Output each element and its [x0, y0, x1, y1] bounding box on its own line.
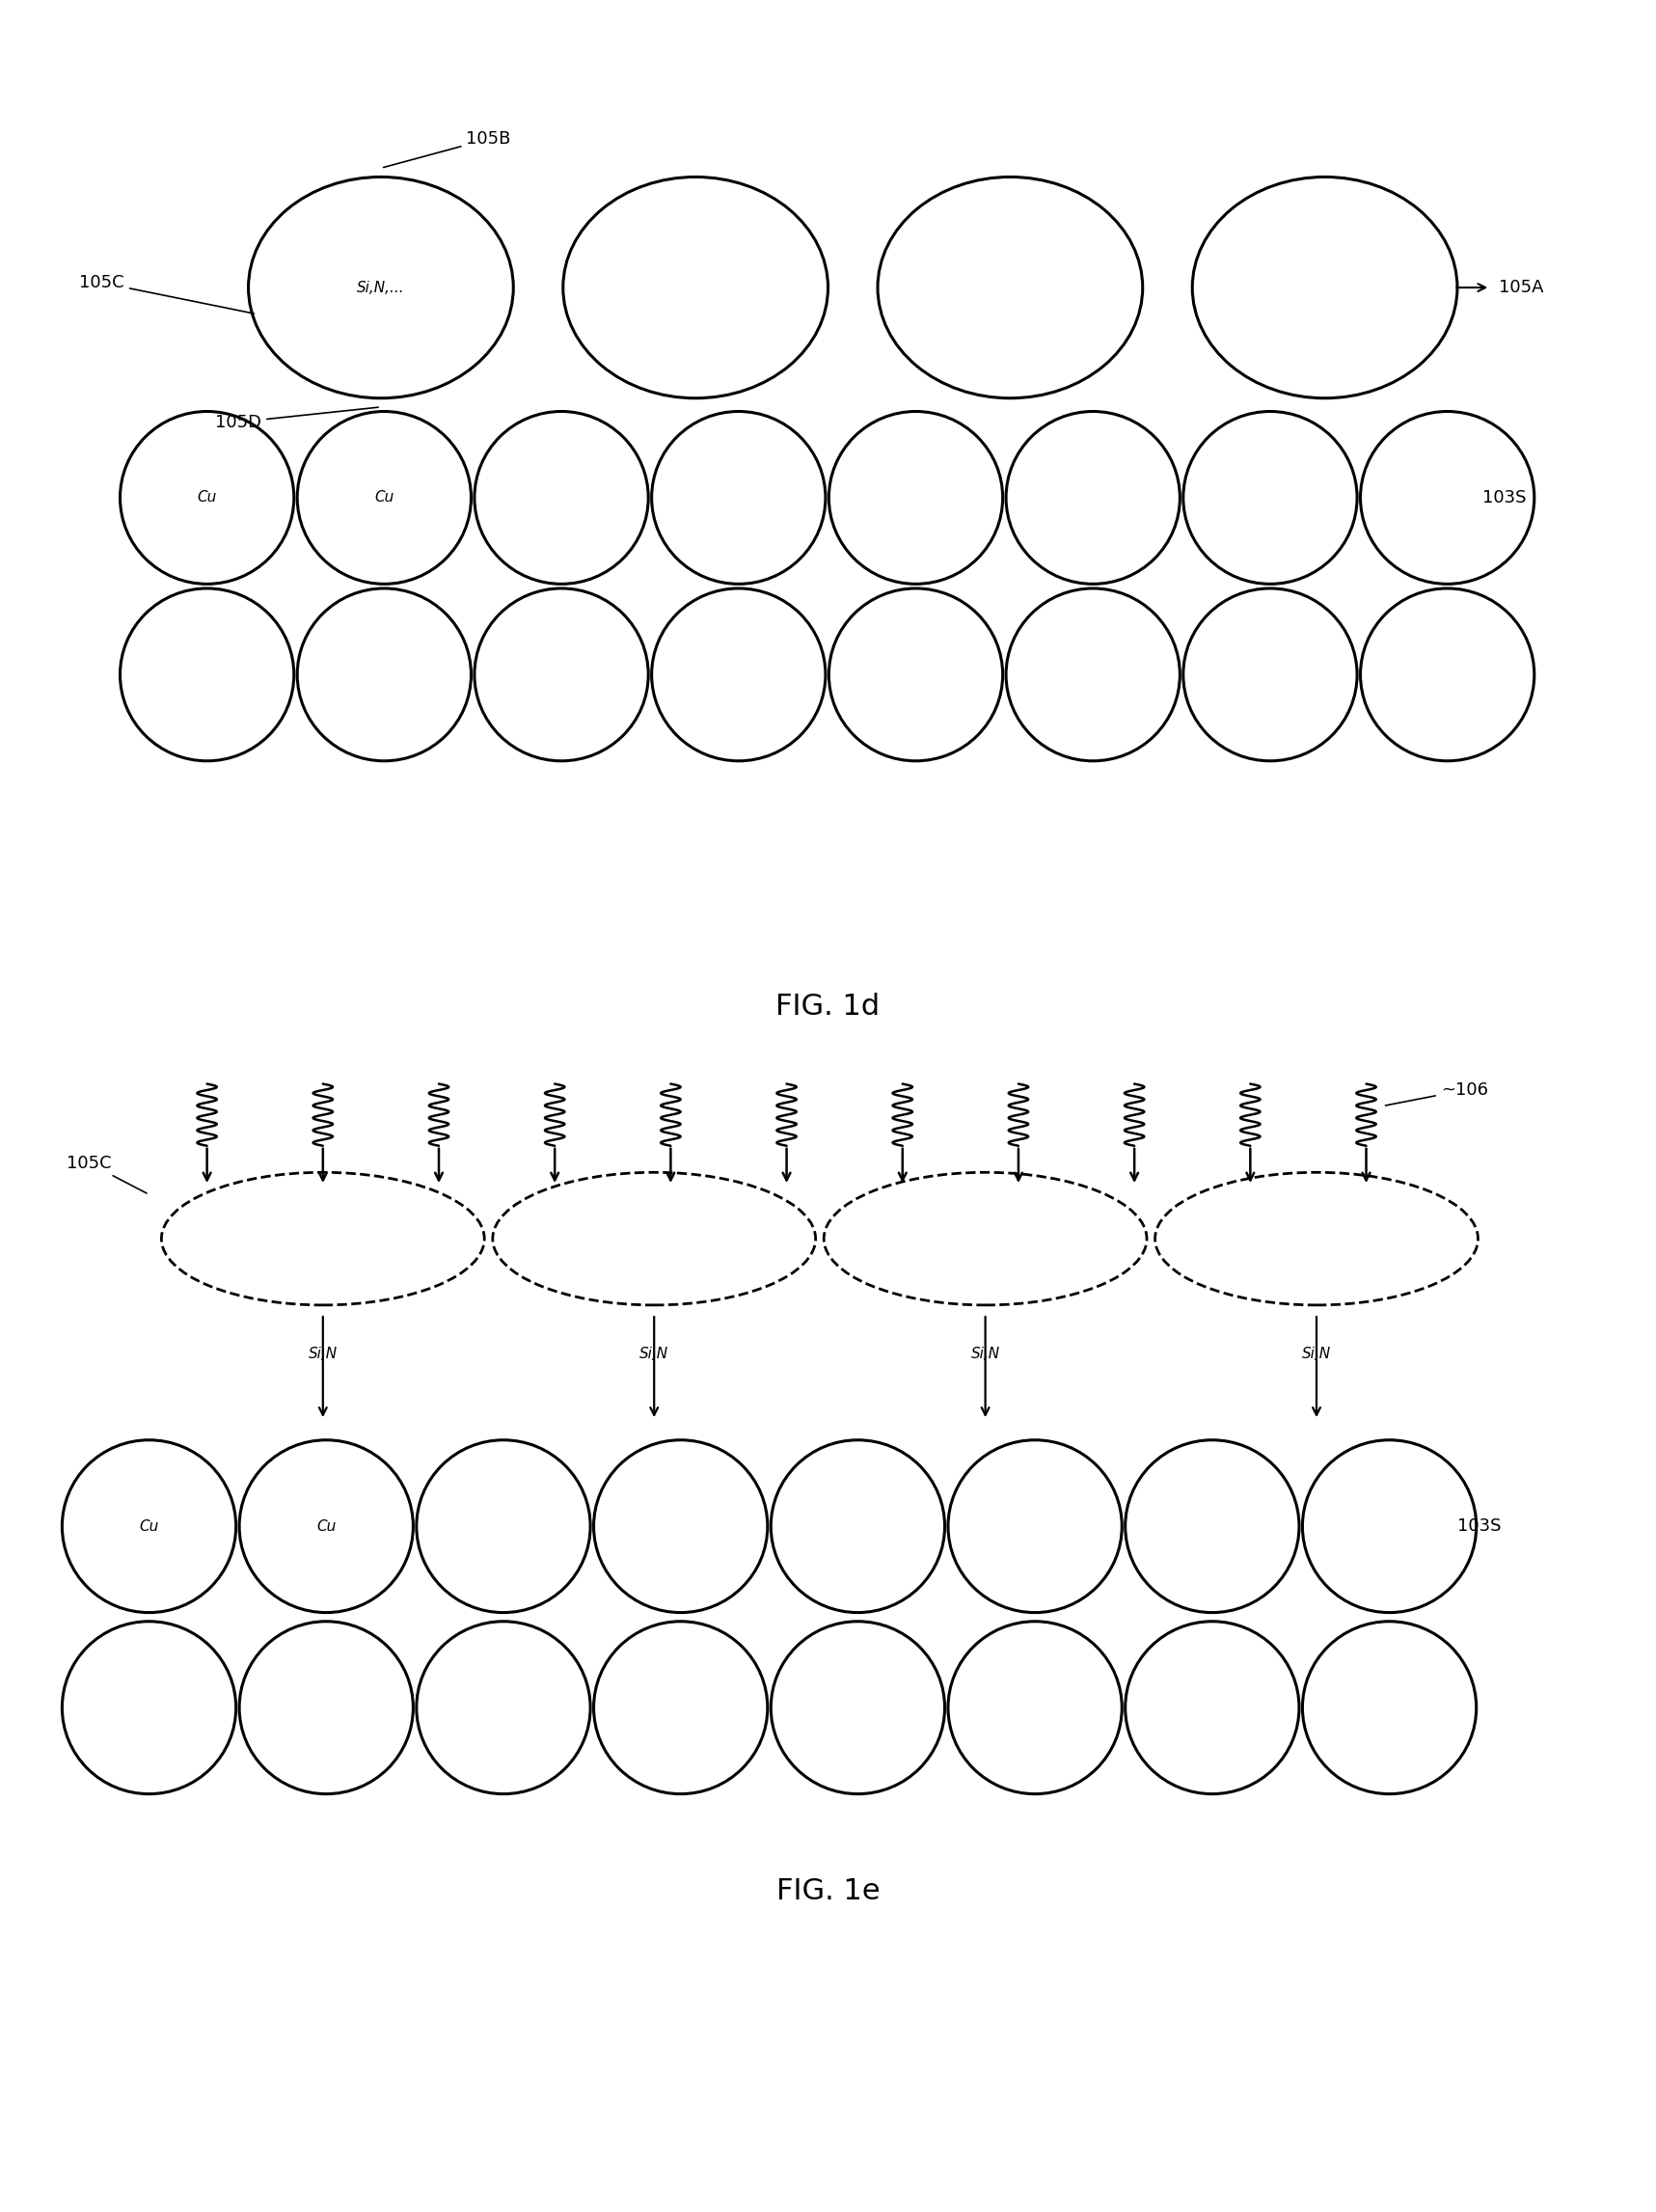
Text: 105C: 105C: [79, 274, 253, 314]
Text: Cu: Cu: [197, 491, 217, 504]
Text: 105D: 105D: [215, 407, 378, 431]
Text: 103S: 103S: [1482, 489, 1525, 507]
Text: FIG. 1d: FIG. 1d: [777, 993, 879, 1020]
Text: Cu: Cu: [316, 1520, 336, 1533]
Text: Si,N,...: Si,N,...: [358, 281, 404, 294]
Text: Cu: Cu: [374, 491, 394, 504]
Text: ~106: ~106: [1386, 1082, 1489, 1106]
Text: 105B: 105B: [384, 131, 512, 168]
Text: 103S: 103S: [1457, 1517, 1500, 1535]
Text: Si,N: Si,N: [1302, 1347, 1331, 1360]
Text: 105A: 105A: [1499, 279, 1543, 296]
Text: Si,N: Si,N: [970, 1347, 1000, 1360]
Text: Si,N: Si,N: [639, 1347, 669, 1360]
Text: 105C: 105C: [66, 1155, 147, 1192]
Text: Cu: Cu: [139, 1520, 159, 1533]
Text: Si,N: Si,N: [308, 1347, 338, 1360]
Text: FIG. 1e: FIG. 1e: [777, 1878, 879, 1905]
